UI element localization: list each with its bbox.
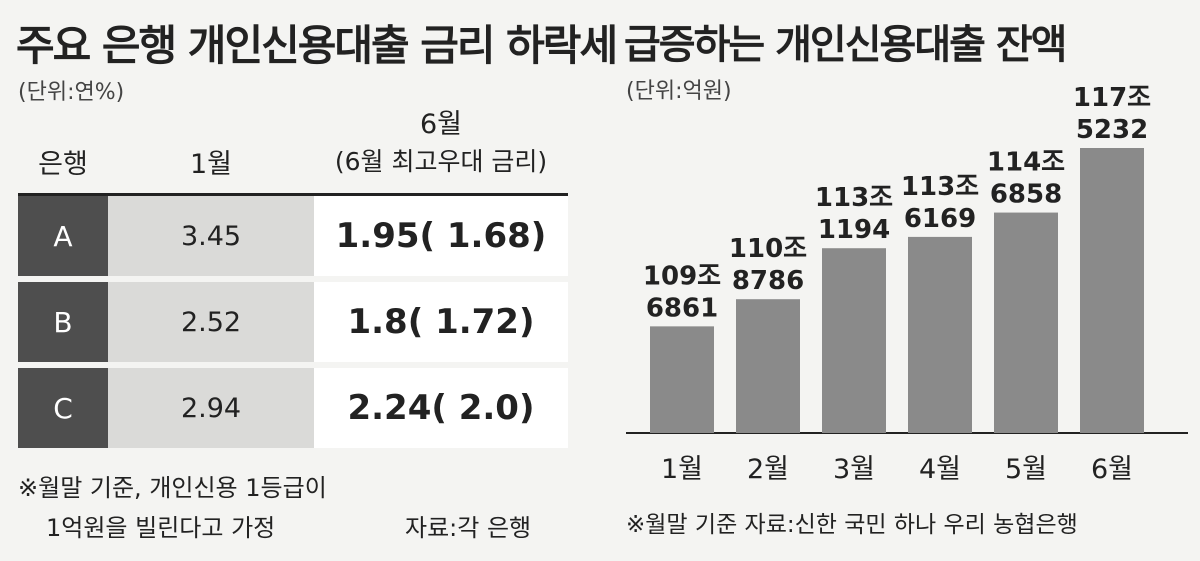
bar bbox=[1080, 148, 1144, 433]
bank-cell: B bbox=[18, 282, 108, 362]
table-note-line2: 1억원을 빌린다고 가정 bbox=[46, 514, 276, 542]
x-tick-label: 3월 bbox=[833, 454, 875, 485]
bar-value-label: 110조 bbox=[729, 234, 807, 264]
bar-value-label: 109조 bbox=[643, 261, 721, 291]
bar bbox=[736, 299, 800, 433]
chart-footnote: ※월말 기준 자료:신한 국민 하나 우리 농협은행 bbox=[626, 512, 1078, 538]
bar-value-label: 114조 bbox=[987, 148, 1065, 178]
jun-rate-cell: 1.95( 1.68) bbox=[314, 196, 568, 276]
bar bbox=[908, 236, 972, 433]
bar-value-label: 6169 bbox=[904, 204, 976, 234]
x-tick-label: 4월 bbox=[919, 454, 961, 485]
bar-value-label: 6861 bbox=[646, 293, 718, 323]
table-row: C 2.94 2.24( 2.0) bbox=[18, 368, 568, 448]
header-jun: 6월 bbox=[419, 109, 463, 140]
bar-value-label: 8786 bbox=[732, 266, 804, 296]
table-row: B 2.52 1.8( 1.72) bbox=[18, 282, 568, 362]
bar bbox=[822, 248, 886, 433]
jan-rate-cell: 3.45 bbox=[108, 196, 314, 276]
x-tick-label: 6월 bbox=[1091, 454, 1133, 485]
bar-value-label: 1194 bbox=[818, 215, 890, 245]
left-panel: 주요 은행 개인신용대출 금리 하락세 (단위:연%) 은행 1월 6월 (6월… bbox=[0, 0, 618, 561]
table-row: A 3.45 1.95( 1.68) bbox=[18, 196, 568, 276]
bar-value-label: 5232 bbox=[1076, 115, 1148, 145]
chart-title: 급증하는 개인신용대출 잔액 bbox=[624, 22, 1065, 68]
bar-value-label: 117조 bbox=[1073, 83, 1151, 113]
bar bbox=[994, 212, 1058, 433]
jan-rate-cell: 2.94 bbox=[108, 368, 314, 448]
bar-value-label: 113조 bbox=[815, 183, 893, 213]
x-tick-label: 1월 bbox=[661, 454, 703, 485]
bank-cell: C bbox=[18, 368, 108, 448]
x-tick-label: 5월 bbox=[1005, 454, 1047, 485]
bar-value-label: 6858 bbox=[990, 180, 1062, 210]
table-source: 자료:각 은행 bbox=[405, 514, 532, 542]
jun-rate-cell: 2.24( 2.0) bbox=[314, 368, 568, 448]
jun-rate-cell: 1.8( 1.72) bbox=[314, 282, 568, 362]
x-tick-label: 2월 bbox=[747, 454, 789, 485]
jan-rate-cell: 2.52 bbox=[108, 282, 314, 362]
right-panel: 급증하는 개인신용대출 잔액 (단위:억원) 109조 6861 1월 110조 8786 2… bbox=[610, 0, 1200, 561]
bar-value-label: 113조 bbox=[901, 172, 979, 202]
chart-unit: (단위:억원) bbox=[626, 79, 732, 104]
header-rule bbox=[18, 193, 568, 196]
header-jan: 1월 bbox=[189, 149, 233, 180]
table-title: 주요 은행 개인신용대출 금리 하락세 bbox=[16, 21, 618, 70]
header-bank: 은행 bbox=[38, 149, 88, 180]
bar bbox=[650, 326, 714, 433]
bank-cell: A bbox=[18, 196, 108, 276]
table-unit: (단위:연%) bbox=[18, 80, 125, 105]
table-note-line1: ※월말 기준, 개인신용 1등급이 bbox=[18, 474, 327, 502]
header-jun-sub: (6월 최고우대 금리) bbox=[334, 147, 548, 176]
